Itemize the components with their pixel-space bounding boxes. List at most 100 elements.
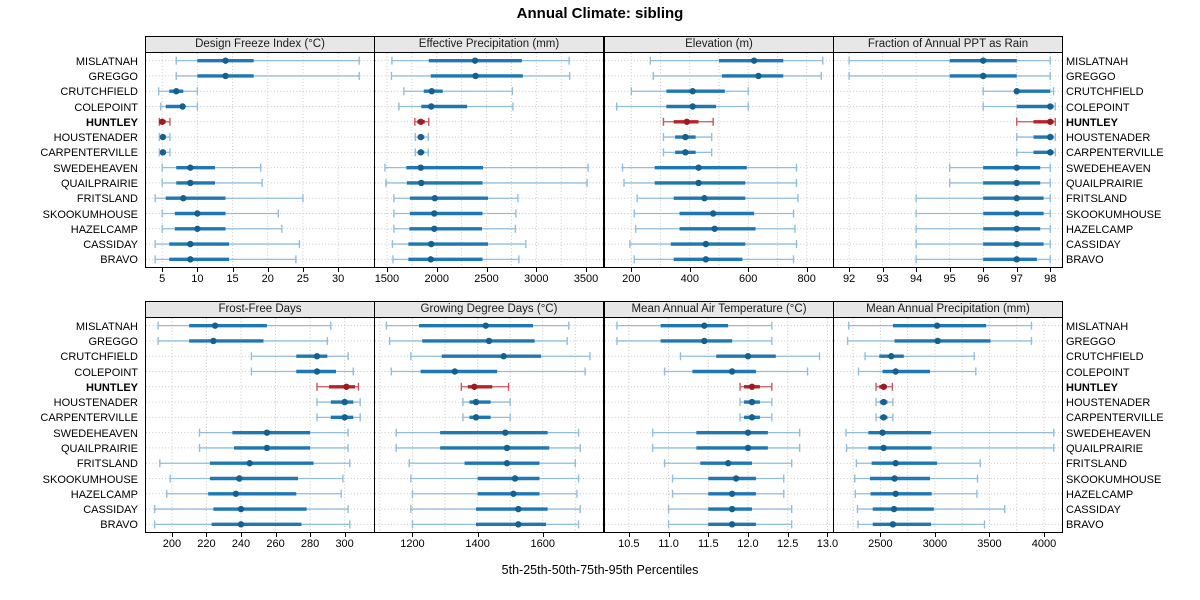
station-label: COLEPOINT xyxy=(74,366,138,379)
median-dot xyxy=(503,444,511,452)
median-dot xyxy=(222,72,229,80)
station-label: FRITSLAND xyxy=(76,458,138,471)
station-label: CARPENTERVILLE xyxy=(1066,412,1164,425)
median-dot xyxy=(417,133,424,141)
axis-tick-label: 3000 xyxy=(922,538,948,550)
panel-plot xyxy=(146,53,374,267)
median-dot xyxy=(179,103,186,110)
station-label: QUAILPRAIRIE xyxy=(1066,177,1144,190)
median-dot xyxy=(500,353,507,360)
axis-tick-label: 11.5 xyxy=(697,538,719,550)
axis-tick-label: 400 xyxy=(680,273,699,285)
axis-tick-label: 4000 xyxy=(1031,538,1057,550)
median-dot xyxy=(748,414,756,421)
panel-body xyxy=(833,53,1063,268)
axis-tick-label: 98 xyxy=(1044,273,1057,285)
panel-header: Design Freeze Index (°C) xyxy=(145,36,375,53)
median-dot xyxy=(187,164,194,171)
station-label: HUNTLEY xyxy=(86,116,138,129)
axis-tick-label: 1200 xyxy=(400,538,425,550)
axis-tick xyxy=(983,268,985,272)
station-label: SKOOKUMHOUSE xyxy=(42,473,138,486)
median-dot xyxy=(1047,118,1054,125)
median-dot xyxy=(428,103,435,110)
station-label: HOUSTENADER xyxy=(1066,132,1151,145)
median-dot xyxy=(471,383,478,390)
panel-header: Growing Degree Days (°C) xyxy=(374,301,604,318)
median-dot xyxy=(417,149,424,156)
station-label: GREGGO xyxy=(88,70,138,83)
station-label: GREGGO xyxy=(1066,335,1116,348)
axis-tick xyxy=(162,268,164,272)
median-dot xyxy=(210,337,217,345)
median-dot xyxy=(880,383,887,390)
station-label: FRITSLAND xyxy=(76,193,138,206)
axis-tick xyxy=(787,533,789,537)
axis-tick xyxy=(916,268,918,272)
panel-title: Fraction of Annual PPT as Rain xyxy=(867,38,1029,50)
axis-tick-label: 220 xyxy=(197,538,216,550)
median-dot xyxy=(695,179,702,187)
panel-header: Mean Annual Precipitation (mm) xyxy=(833,301,1063,318)
median-dot xyxy=(892,490,899,497)
axis-tick xyxy=(949,268,951,272)
median-dot xyxy=(341,414,348,421)
axis-tick-label: 97 xyxy=(1010,273,1023,285)
station-label: BRAVO xyxy=(100,254,138,267)
median-dot xyxy=(683,118,691,125)
median-dot xyxy=(502,429,509,436)
median-dot xyxy=(187,240,194,248)
median-dot xyxy=(428,240,435,248)
median-dot xyxy=(263,444,271,452)
panel-plot xyxy=(146,318,374,532)
panel-header: Frost-Free Days xyxy=(145,301,375,318)
axis-tick-label: 800 xyxy=(797,273,816,285)
axis-tick xyxy=(542,533,544,537)
figure-title: Annual Climate: sibling xyxy=(516,5,684,22)
panel-body xyxy=(604,53,834,268)
axis-tick xyxy=(1044,533,1045,537)
station-label: GREGGO xyxy=(1066,70,1116,83)
median-dot xyxy=(511,475,519,482)
axis-tick xyxy=(232,268,234,272)
median-dot xyxy=(880,398,887,406)
station-label: HUNTLEY xyxy=(1066,381,1118,394)
axis-tick xyxy=(338,268,340,272)
station-label: BRAVO xyxy=(1066,254,1104,267)
median-dot xyxy=(702,240,710,248)
axis-tick xyxy=(934,533,936,537)
median-dot xyxy=(482,322,489,329)
station-label: COLEPOINT xyxy=(1066,101,1130,114)
axis-tick-label: 200 xyxy=(162,538,182,550)
median-dot xyxy=(891,475,898,482)
median-dot xyxy=(1013,164,1020,171)
panel-title: Effective Precipitation (mm) xyxy=(418,38,560,50)
axis-tick-label: 200 xyxy=(622,273,641,285)
median-dot xyxy=(1047,149,1054,156)
axis-tick xyxy=(668,533,670,537)
axis-tick xyxy=(628,533,630,537)
station-label: HUNTLEY xyxy=(86,381,138,394)
median-dot xyxy=(472,398,480,406)
axis-tick-label: 3500 xyxy=(977,538,1002,550)
panel-header: Mean Annual Air Temperature (°C) xyxy=(604,301,834,318)
axis-tick-label: 1400 xyxy=(465,538,490,550)
axis-tick-label: 10 xyxy=(191,273,204,285)
median-dot xyxy=(510,490,517,497)
median-dot xyxy=(702,256,710,263)
panel-title: Elevation (m) xyxy=(685,38,753,50)
axis-tick xyxy=(586,268,588,272)
station-label: CASSIDAY xyxy=(83,239,138,252)
station-label: CARPENTERVILLE xyxy=(40,412,138,425)
axis-tick xyxy=(747,533,749,537)
station-label: FRITSLAND xyxy=(1066,193,1128,206)
median-dot xyxy=(472,72,479,80)
panel-plot xyxy=(375,53,603,267)
median-dot xyxy=(728,521,736,528)
axis-tick-label: 600 xyxy=(739,273,758,285)
median-dot xyxy=(313,368,321,375)
station-label: QUAILPRAIRIE xyxy=(60,177,138,190)
panel-body xyxy=(145,53,375,268)
station-label: MISLATNAH xyxy=(1066,55,1129,68)
axis-tick xyxy=(708,533,710,537)
